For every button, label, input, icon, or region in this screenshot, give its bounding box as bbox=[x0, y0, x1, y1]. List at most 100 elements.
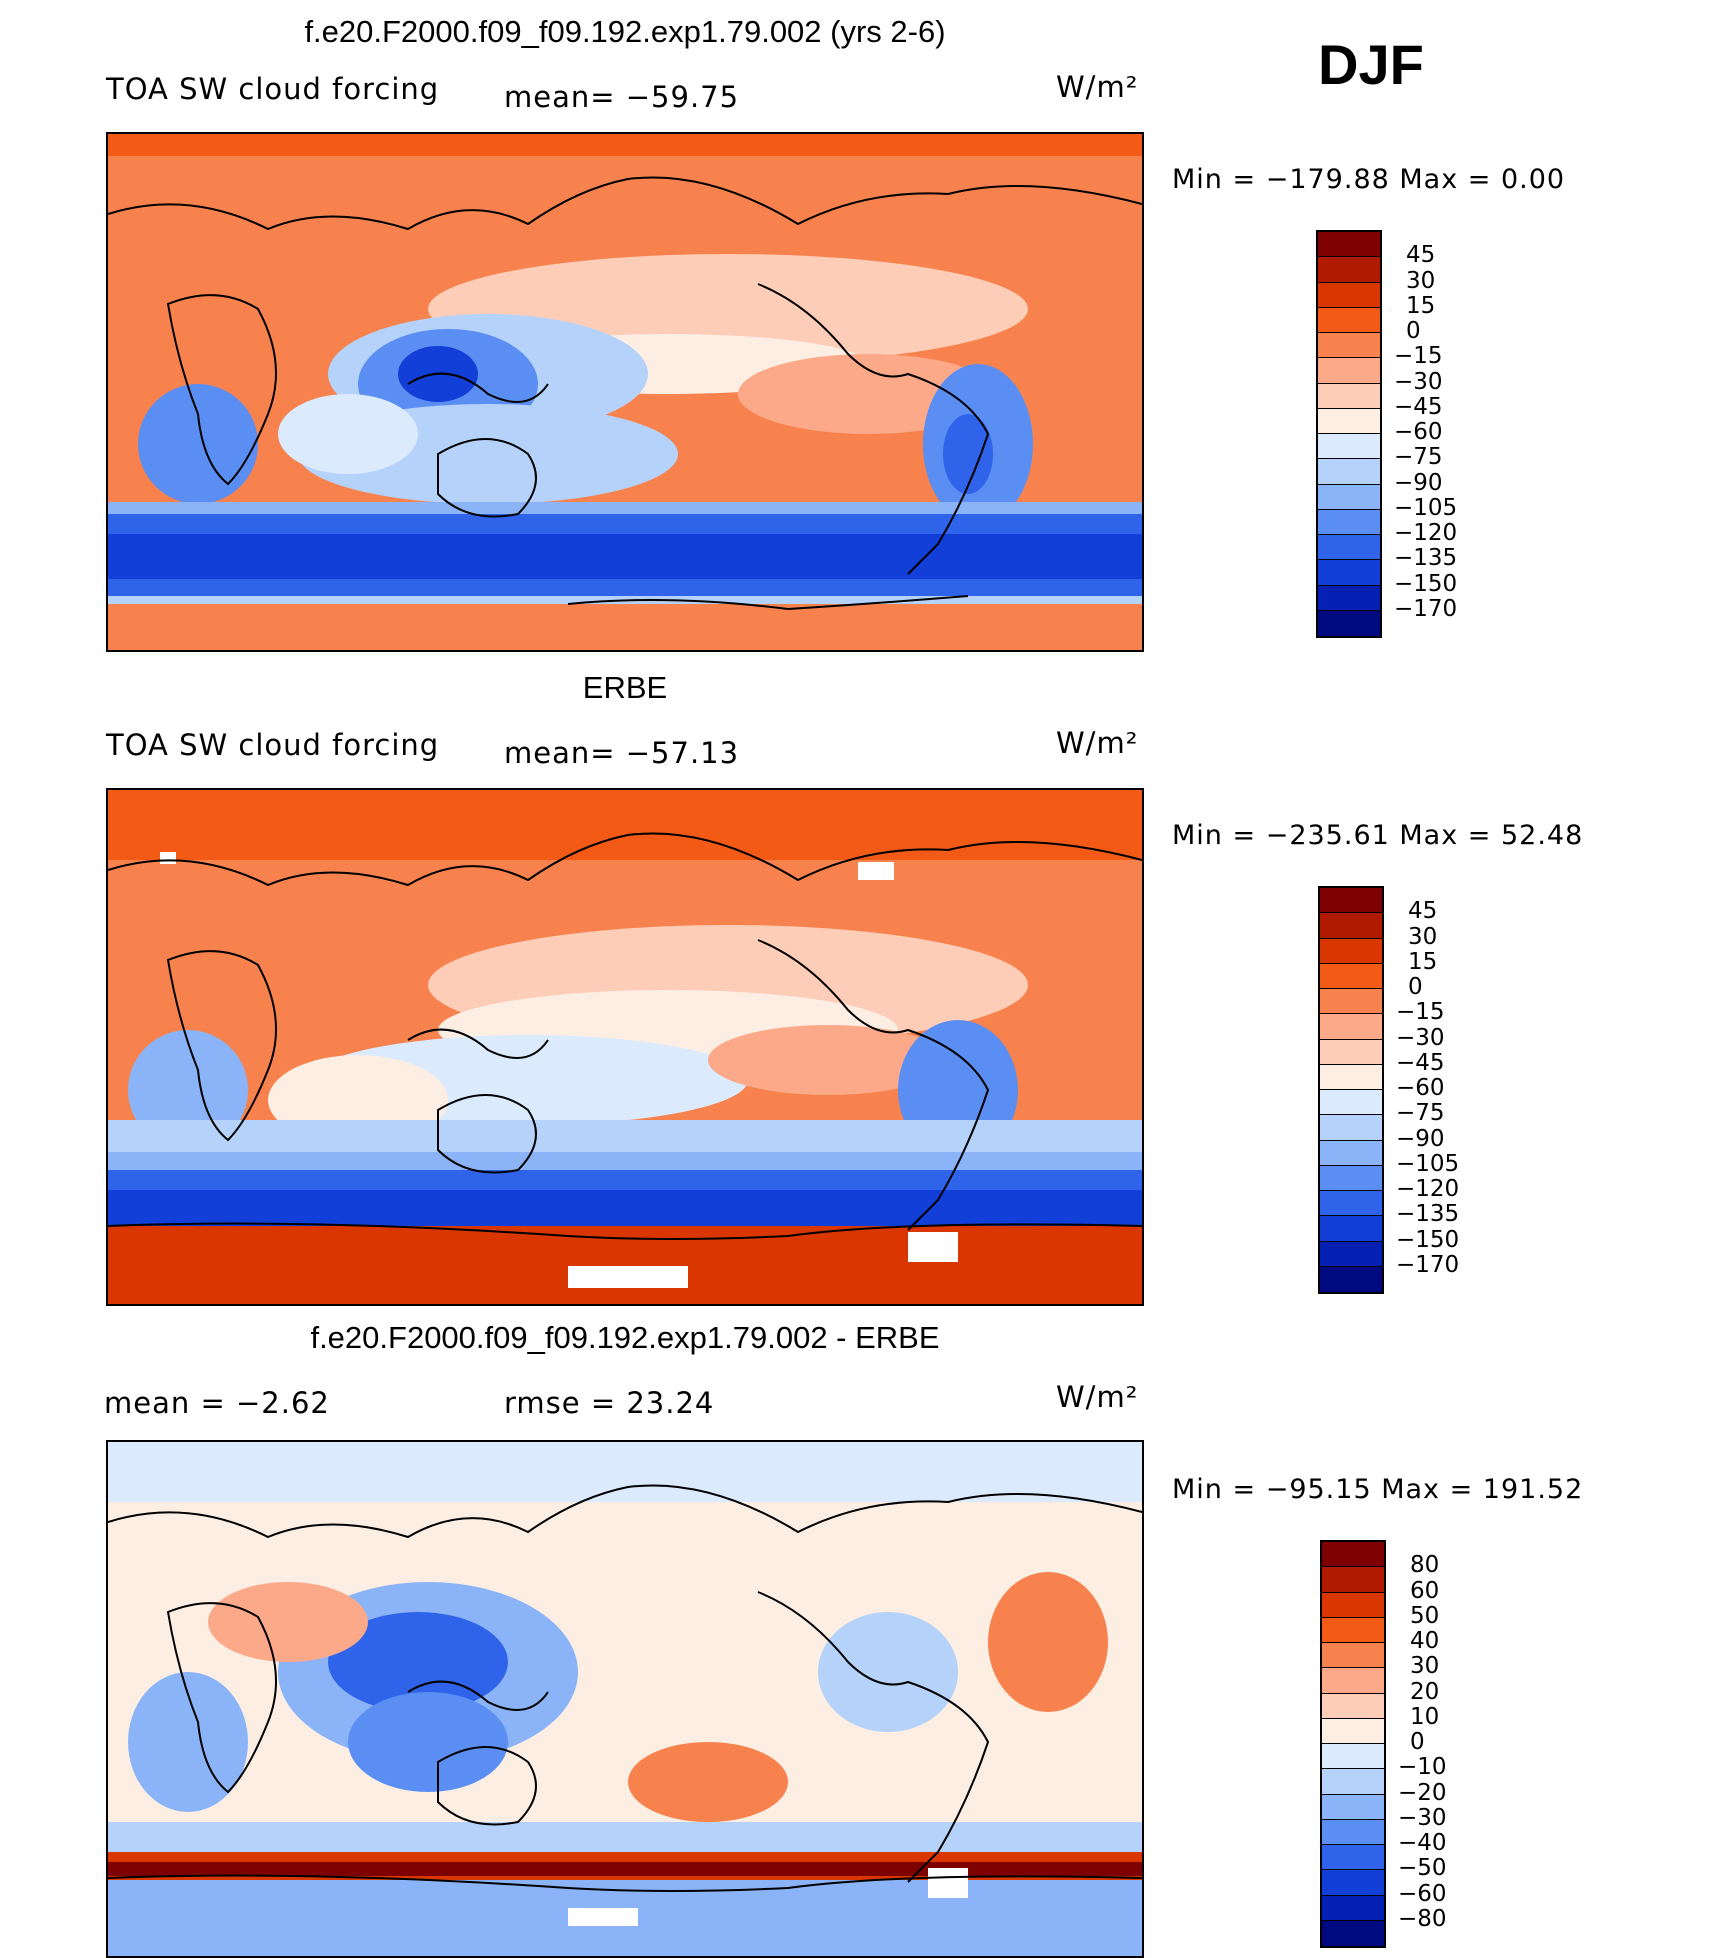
colorbar-swatch bbox=[1322, 1794, 1384, 1820]
colorbar-swatch bbox=[1318, 585, 1380, 611]
colorbar-swatch bbox=[1322, 1643, 1384, 1669]
minmax-label: Min = −235.61 Max = 52.48 bbox=[1172, 820, 1584, 851]
colorbar-swatch bbox=[1322, 1845, 1384, 1871]
colorbar-swatch bbox=[1318, 434, 1380, 460]
colorbar-swatch bbox=[1322, 1718, 1384, 1744]
colorbar-swatch bbox=[1322, 1819, 1384, 1845]
colorbar-swatch bbox=[1318, 307, 1380, 333]
colorbar-swatch bbox=[1322, 1744, 1384, 1770]
colorbar-tick-label: −30 bbox=[1396, 1024, 1445, 1051]
units-label: W/m² bbox=[1056, 726, 1139, 760]
units-label: W/m² bbox=[1056, 1380, 1139, 1414]
colorbar-tick-label: −105 bbox=[1396, 1150, 1460, 1177]
colorbar-swatch bbox=[1318, 232, 1380, 258]
colorbar-swatch bbox=[1318, 535, 1380, 561]
colorbar-tick-label: −120 bbox=[1394, 520, 1458, 546]
colorbar-tick-label: −60 bbox=[1398, 1880, 1447, 1907]
colorbar-tick-label: −45 bbox=[1396, 1049, 1445, 1076]
mean-label: mean= −57.13 bbox=[504, 736, 740, 770]
colorbar-swatch bbox=[1320, 1090, 1382, 1116]
colorbar-tick-label: −150 bbox=[1396, 1226, 1460, 1253]
colorbar-swatch bbox=[1320, 1115, 1382, 1141]
colorbar-swatch bbox=[1320, 938, 1382, 964]
colorbar-tick-label: 30 bbox=[1406, 267, 1436, 294]
colorbar-swatch bbox=[1322, 1870, 1384, 1896]
colorbar-tick-label: −75 bbox=[1396, 1100, 1445, 1127]
colorbar-swatch bbox=[1320, 1216, 1382, 1242]
colorbar-swatch bbox=[1318, 257, 1380, 283]
colorbar-swatch bbox=[1320, 1064, 1382, 1090]
minmax-label: Min = −95.15 Max = 191.52 bbox=[1172, 1474, 1584, 1505]
colorbar-tick-label: −60 bbox=[1394, 419, 1443, 445]
panel-title: f.e20.F2000.f09_f09.192.exp1.79.002 - ER… bbox=[310, 1320, 940, 1355]
colorbar-swatch bbox=[1318, 358, 1380, 384]
colorbar-tick-label: −15 bbox=[1396, 999, 1445, 1026]
units-label: W/m² bbox=[1056, 70, 1139, 104]
colorbar-swatch bbox=[1322, 1920, 1384, 1946]
colorbar-tick-label: 0 bbox=[1406, 318, 1421, 344]
minmax-label: Min = −179.88 Max = 0.00 bbox=[1172, 164, 1566, 195]
colorbar-tick-label: 30 bbox=[1410, 1653, 1440, 1680]
colorbar-swatch bbox=[1320, 989, 1382, 1015]
colorbar-swatch bbox=[1318, 408, 1380, 434]
colorbar bbox=[1318, 886, 1384, 1294]
colorbar-tick-label: 15 bbox=[1406, 292, 1436, 319]
panel-title: f.e20.F2000.f09_f09.192.exp1.79.002 (yrs… bbox=[304, 14, 946, 49]
colorbar-tick-label: −170 bbox=[1394, 595, 1458, 622]
colorbar-tick-label: 50 bbox=[1410, 1602, 1440, 1629]
mean-label: mean = −2.62 bbox=[104, 1386, 330, 1420]
colorbar-swatch bbox=[1322, 1895, 1384, 1921]
colorbar-tick-label: −170 bbox=[1396, 1251, 1460, 1278]
colorbar bbox=[1316, 230, 1382, 638]
colorbar-tick-label: −30 bbox=[1394, 368, 1443, 395]
colorbar-swatch bbox=[1320, 963, 1382, 989]
colorbar-tick-label: −90 bbox=[1394, 469, 1443, 496]
colorbar-swatch bbox=[1322, 1542, 1384, 1568]
colorbar-tick-label: −10 bbox=[1398, 1754, 1447, 1781]
colorbar-swatch bbox=[1322, 1567, 1384, 1593]
variable-label: TOA SW cloud forcing bbox=[106, 72, 440, 106]
colorbar-swatch bbox=[1320, 888, 1382, 914]
colorbar-tick-label: −40 bbox=[1398, 1830, 1447, 1856]
colorbar-swatch bbox=[1318, 560, 1380, 586]
colorbar-tick-label: 0 bbox=[1410, 1729, 1425, 1755]
colorbar-swatch bbox=[1322, 1769, 1384, 1795]
panel-title: ERBE bbox=[582, 670, 668, 705]
colorbar-swatch bbox=[1318, 459, 1380, 485]
colorbar-tick-label: 80 bbox=[1410, 1552, 1440, 1579]
colorbar-tick-label: −75 bbox=[1394, 444, 1443, 471]
map-model bbox=[106, 132, 1144, 652]
colorbar bbox=[1320, 1540, 1386, 1948]
colorbar-swatch bbox=[1320, 1039, 1382, 1065]
colorbar-tick-label: 40 bbox=[1410, 1628, 1440, 1654]
colorbar-tick-label: −60 bbox=[1396, 1075, 1445, 1101]
colorbar-tick-label: 0 bbox=[1408, 974, 1423, 1000]
colorbar-tick-label: −120 bbox=[1396, 1176, 1460, 1202]
colorbar-swatch bbox=[1318, 333, 1380, 359]
variable-label: TOA SW cloud forcing bbox=[106, 728, 440, 762]
colorbar-tick-label: −105 bbox=[1394, 494, 1458, 521]
colorbar-tick-label: 30 bbox=[1408, 923, 1438, 950]
colorbar-swatch bbox=[1318, 484, 1380, 510]
colorbar-swatch bbox=[1320, 913, 1382, 939]
colorbar-tick-label: −50 bbox=[1398, 1855, 1447, 1882]
map-diff bbox=[106, 1440, 1144, 1958]
rmse-label: rmse = 23.24 bbox=[504, 1386, 715, 1420]
colorbar-tick-label: 20 bbox=[1410, 1678, 1440, 1705]
colorbar-swatch bbox=[1322, 1668, 1384, 1694]
colorbar-tick-label: −20 bbox=[1398, 1779, 1447, 1806]
colorbar-tick-label: 60 bbox=[1410, 1577, 1440, 1604]
colorbar-tick-label: −80 bbox=[1398, 1905, 1447, 1932]
map-obs bbox=[106, 788, 1144, 1306]
colorbar-swatch bbox=[1320, 1266, 1382, 1292]
season-label: DJF bbox=[1318, 33, 1424, 96]
colorbar-tick-label: 10 bbox=[1410, 1703, 1440, 1730]
colorbar-tick-label: −135 bbox=[1396, 1201, 1460, 1228]
colorbar-tick-label: 15 bbox=[1408, 948, 1438, 975]
colorbar-swatch bbox=[1318, 610, 1380, 636]
colorbar-swatch bbox=[1320, 1014, 1382, 1040]
colorbar-tick-label: −15 bbox=[1394, 343, 1443, 370]
mean-label: mean= −59.75 bbox=[504, 80, 740, 114]
colorbar-swatch bbox=[1318, 282, 1380, 308]
colorbar-swatch bbox=[1318, 383, 1380, 409]
